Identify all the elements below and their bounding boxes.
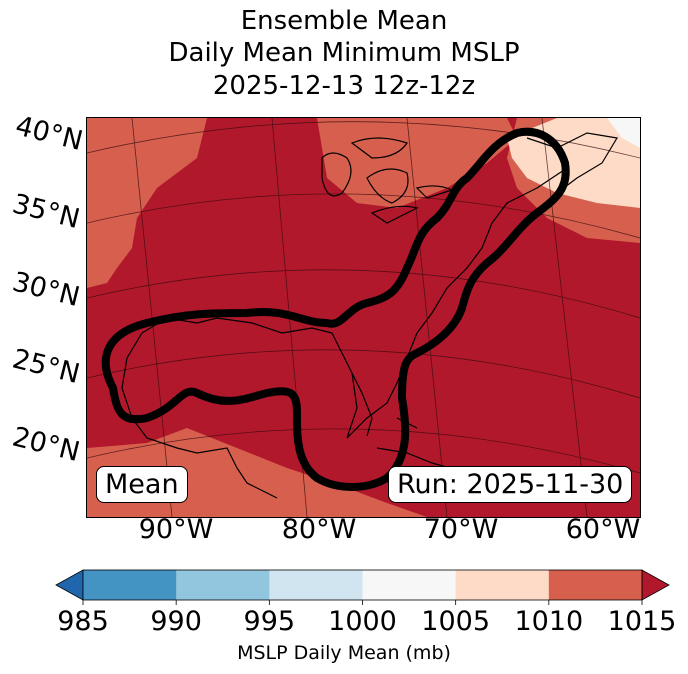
- lat-line-30: [87, 269, 640, 319]
- colorbar-tick-label-985: 985: [57, 606, 109, 637]
- lon-label-70: 70°W: [423, 514, 499, 545]
- east-coast: [346, 137, 568, 439]
- title-line-3: 2025-12-13 12z-12z: [212, 71, 476, 101]
- lake-superior: [350, 137, 408, 159]
- lon-line-90: [131, 118, 173, 517]
- lat-line-20: [87, 428, 640, 474]
- lon-label-60: 60°W: [565, 514, 641, 545]
- colorbar-bin-995-1000: [269, 570, 363, 600]
- colorbar-bin-985-990: [83, 570, 177, 600]
- colorbar-segments: [55, 569, 670, 601]
- florida-peninsula: [351, 372, 373, 437]
- lon-line-70: [406, 118, 448, 517]
- lat-label-20: 20°N: [9, 421, 83, 469]
- colorbar-tick-label-1015: 1015: [607, 606, 677, 637]
- field-band-1005-upper-right: [507, 118, 640, 208]
- colorbar-extend-high: [641, 569, 670, 601]
- lat-line-35: [87, 193, 640, 239]
- lat-label-40: 40°N: [12, 110, 86, 158]
- lat-line-25: [87, 349, 640, 399]
- lat-label-30: 30°N: [9, 266, 83, 314]
- coastlines: [121, 132, 618, 499]
- colorbar-bin-1010-1015: [548, 570, 643, 600]
- colorbar: [55, 569, 670, 605]
- colorbar-label: MSLP Daily Mean (mb): [237, 642, 451, 664]
- ensemble-outline: [101, 127, 570, 491]
- colorbar-tick-label-1010: 1010: [514, 606, 584, 637]
- title-line-1: Ensemble Mean: [240, 6, 448, 36]
- colorbar-tick-label-1000: 1000: [328, 606, 397, 637]
- colorbar-tick-marks: [82, 600, 643, 605]
- maritimes-coast: [556, 132, 618, 194]
- lon-label-90: 90°W: [138, 514, 214, 545]
- run-label-box: Run: 2025-11-30: [388, 466, 633, 503]
- lake-erie: [370, 205, 419, 224]
- map-panel: Mean Run: 2025-11-30: [87, 118, 640, 517]
- map-border: [86, 117, 641, 518]
- colorbar-tick-label-1005: 1005: [421, 606, 491, 637]
- colorbar-extend-low: [55, 569, 84, 601]
- lat-label-35: 35°N: [9, 188, 83, 236]
- colorbar-tick-label-990: 990: [150, 606, 202, 637]
- lon-label-80: 80°W: [281, 514, 357, 545]
- colorbar-bin-1005-1010: [455, 570, 550, 600]
- colorbar-tick-label-995: 995: [243, 606, 296, 637]
- mean-label-box: Mean: [96, 466, 188, 503]
- lat-label-25: 25°N: [9, 343, 83, 391]
- mexico-coast: [121, 387, 278, 499]
- lon-line-60: [541, 118, 588, 517]
- lat-line-40: [87, 121, 640, 159]
- colorbar-bin-990-995: [176, 570, 270, 600]
- map-svg: [87, 118, 640, 517]
- field-band-1000-corner: [607, 118, 640, 148]
- field-band-1010-top: [317, 118, 517, 208]
- field-band-1010-top-left: [87, 118, 207, 288]
- lake-huron: [366, 168, 409, 204]
- title-line-2: Daily Mean Minimum MSLP: [168, 38, 520, 68]
- colorbar-bin-1000-1005: [362, 570, 457, 600]
- lake-michigan: [321, 152, 352, 197]
